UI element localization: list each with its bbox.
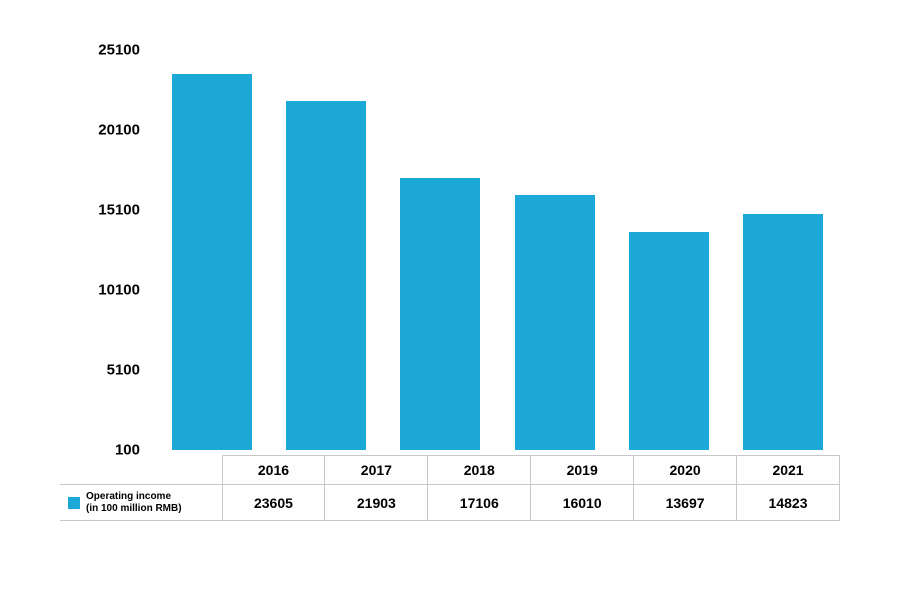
value-cell: 21903 <box>325 485 428 521</box>
bar-slot <box>726 50 840 450</box>
y-tick: 10100 <box>60 282 140 299</box>
y-tick: 5100 <box>60 362 140 379</box>
y-tick: 20100 <box>60 122 140 139</box>
legend-cell: Operating income(in 100 million RMB) <box>60 485 222 521</box>
y-axis: 100510010100151002010025100 <box>60 50 150 450</box>
bar <box>629 232 709 450</box>
bar-slot <box>155 50 269 450</box>
bar-slot <box>498 50 612 450</box>
category-cell: 2018 <box>428 456 531 485</box>
value-cell: 17106 <box>428 485 531 521</box>
bar <box>515 195 595 450</box>
value-cell: 14823 <box>737 485 840 521</box>
value-cell: 13697 <box>634 485 737 521</box>
legend-empty-cell <box>60 456 222 485</box>
category-cell: 2020 <box>634 456 737 485</box>
category-cell: 2017 <box>325 456 428 485</box>
value-cell: 23605 <box>222 485 325 521</box>
legend-label: Operating income(in 100 million RMB) <box>86 491 182 514</box>
bar <box>743 214 823 450</box>
y-tick: 25100 <box>60 42 140 59</box>
bar-slot <box>269 50 383 450</box>
bar <box>286 101 366 450</box>
bar-slot <box>612 50 726 450</box>
bar <box>172 74 252 450</box>
data-table: 201620172018201920202021 Operating incom… <box>60 455 840 521</box>
category-cell: 2019 <box>531 456 634 485</box>
legend-swatch <box>68 497 80 509</box>
value-cell: 16010 <box>531 485 634 521</box>
bar-chart: 100510010100151002010025100 201620172018… <box>60 40 850 560</box>
category-cell: 2016 <box>222 456 325 485</box>
bar <box>400 178 480 450</box>
y-tick: 15100 <box>60 202 140 219</box>
value-row: Operating income(in 100 million RMB) 236… <box>60 485 840 521</box>
plot-area <box>155 50 840 450</box>
bar-slot <box>383 50 497 450</box>
category-row: 201620172018201920202021 <box>60 456 840 485</box>
category-cell: 2021 <box>737 456 840 485</box>
bars-group <box>155 50 840 450</box>
